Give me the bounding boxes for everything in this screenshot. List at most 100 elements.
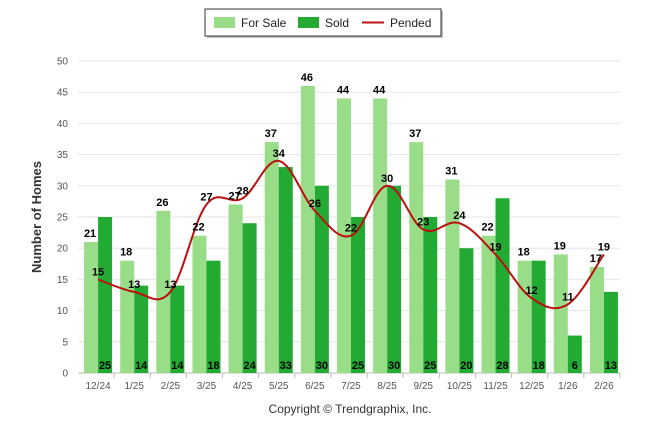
label-pended: 11 [562, 291, 574, 303]
pended-line [97, 159, 605, 310]
y-tick-label: 5 [62, 337, 68, 348]
label-sold: 14 [135, 360, 148, 372]
bar-for-sale [156, 210, 171, 373]
label-pended: 28 [236, 185, 248, 197]
bar-sold [495, 198, 510, 373]
label-sold: 28 [496, 360, 508, 372]
label-pended: 23 [417, 216, 429, 228]
x-tick-label: 1/25 [124, 381, 144, 392]
bar-for-sale [481, 235, 496, 373]
y-tick-label: 0 [62, 369, 68, 380]
label-for-sale: 37 [265, 128, 277, 140]
label-for-sale: 22 [192, 222, 204, 234]
label-for-sale: 22 [481, 222, 493, 234]
y-tick-label: 30 [57, 181, 69, 192]
label-for-sale: 21 [84, 228, 96, 240]
y-tick-label: 25 [57, 213, 69, 224]
label-for-sale: 46 [301, 72, 313, 84]
x-tick-label: 12/24 [86, 381, 111, 392]
data-labels: 21 25 15 18 14 13 26 14 13 22 18 27 27 24 28 37 33 34 46 30… [84, 72, 617, 372]
bar-sold [567, 335, 582, 373]
y-axis: 0 5 10 15 20 25 30 35 40 45 50 [57, 57, 69, 380]
legend-label-pended: Pended [390, 16, 431, 30]
label-for-sale: 26 [156, 197, 168, 209]
x-tick-label: 11/25 [483, 381, 508, 392]
label-sold: 14 [171, 360, 184, 372]
bar-sold [603, 291, 618, 373]
x-tick-label: 2/26 [594, 381, 614, 392]
label-sold: 25 [424, 360, 436, 372]
x-tick-label: 1/26 [558, 381, 578, 392]
x-axis: 12/24 1/25 2/25 3/25 4/25 5/25 6/25 7/25 8/25 9/2… [86, 373, 621, 392]
bar-for-sale [445, 179, 460, 373]
label-sold: 30 [316, 360, 328, 372]
bar-for-sale [84, 241, 99, 373]
legend-label-sold: Sold [325, 16, 349, 30]
bar-for-sale [228, 204, 243, 373]
bar-sold [531, 260, 546, 373]
bar-sold [351, 217, 365, 373]
bar-for-sale [264, 142, 279, 373]
bar-sold [242, 223, 257, 373]
bar-sold [134, 285, 149, 373]
label-sold: 24 [243, 360, 256, 372]
bar-sold [314, 185, 329, 373]
label-for-sale: 27 [228, 191, 240, 203]
y-tick-label: 40 [57, 119, 69, 130]
label-sold: 20 [460, 360, 472, 372]
y-tick-label: 10 [57, 306, 69, 317]
bar-for-sale [589, 266, 604, 373]
label-pended: 22 [345, 223, 357, 235]
bar-for-sale [409, 142, 424, 373]
label-sold: 33 [280, 360, 292, 372]
bar-sold [459, 248, 474, 373]
label-pended: 12 [526, 285, 538, 297]
label-pended: 19 [598, 241, 610, 253]
label-pended: 19 [489, 241, 501, 253]
x-tick-label: 10/25 [447, 381, 472, 392]
label-for-sale: 37 [409, 128, 421, 140]
y-axis-title: Number of Homes [29, 161, 44, 273]
label-sold: 18 [207, 360, 219, 372]
pended-line-path [97, 159, 605, 310]
legend-swatch-for-sale [214, 17, 235, 28]
bars [84, 85, 618, 374]
legend-label-for-sale: For Sale [241, 16, 287, 30]
label-pended: 26 [309, 198, 321, 210]
bar-sold [423, 217, 438, 373]
bar-for-sale [300, 85, 315, 374]
y-tick-label: 50 [57, 57, 69, 68]
bar-for-sale [192, 235, 207, 373]
bar-for-sale [120, 260, 135, 373]
label-for-sale: 18 [518, 247, 530, 259]
copyright: Copyright © Trendgraphix, Inc. [269, 402, 432, 416]
x-tick-label: 4/25 [233, 381, 253, 392]
bar-sold [387, 185, 402, 373]
label-for-sale: 44 [337, 84, 350, 96]
bar-sold [170, 285, 185, 373]
label-sold: 25 [99, 360, 111, 372]
label-pended: 34 [273, 148, 286, 160]
label-sold: 25 [352, 360, 364, 372]
bar-sold [98, 217, 113, 373]
label-pended: 13 [164, 279, 176, 291]
label-pended: 15 [92, 266, 104, 278]
y-tick-label: 35 [57, 150, 69, 161]
label-pended: 27 [200, 192, 212, 204]
label-sold: 18 [533, 360, 545, 372]
bar-for-sale [517, 260, 532, 373]
label-pended: 13 [128, 279, 140, 291]
label-for-sale: 31 [445, 166, 457, 178]
y-tick-label: 45 [57, 88, 69, 99]
x-tick-label: 8/25 [377, 381, 397, 392]
label-sold: 30 [388, 360, 400, 372]
y-tick-label: 15 [57, 275, 69, 286]
label-for-sale: 19 [554, 240, 566, 252]
x-tick-label: 12/25 [519, 381, 544, 392]
x-tick-label: 6/25 [305, 381, 325, 392]
x-tick-label: 3/25 [197, 381, 217, 392]
label-sold: 13 [605, 360, 617, 372]
x-tick-label: 7/25 [341, 381, 361, 392]
x-tick-label: 5/25 [269, 381, 289, 392]
